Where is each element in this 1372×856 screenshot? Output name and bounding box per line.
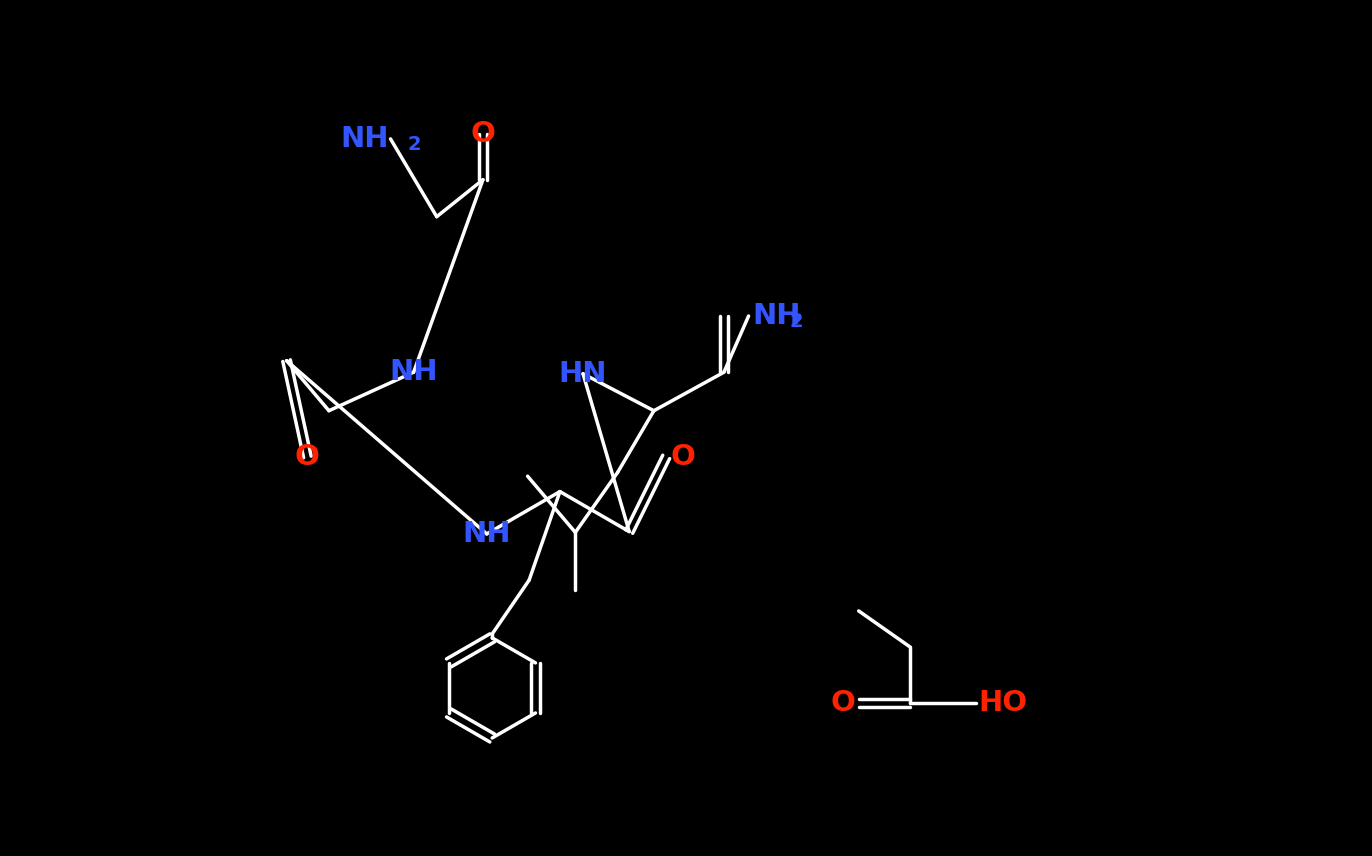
Text: O: O bbox=[295, 443, 320, 471]
Text: HO: HO bbox=[978, 689, 1028, 717]
Text: HN: HN bbox=[558, 360, 608, 388]
Text: NH: NH bbox=[462, 520, 510, 548]
Text: 2: 2 bbox=[789, 312, 803, 331]
Text: O: O bbox=[670, 443, 694, 471]
Text: NH: NH bbox=[752, 302, 801, 330]
Text: O: O bbox=[830, 689, 856, 717]
Text: O: O bbox=[471, 120, 495, 147]
Text: NH: NH bbox=[390, 358, 438, 386]
Text: 2: 2 bbox=[407, 134, 421, 154]
Text: NH: NH bbox=[340, 125, 390, 153]
